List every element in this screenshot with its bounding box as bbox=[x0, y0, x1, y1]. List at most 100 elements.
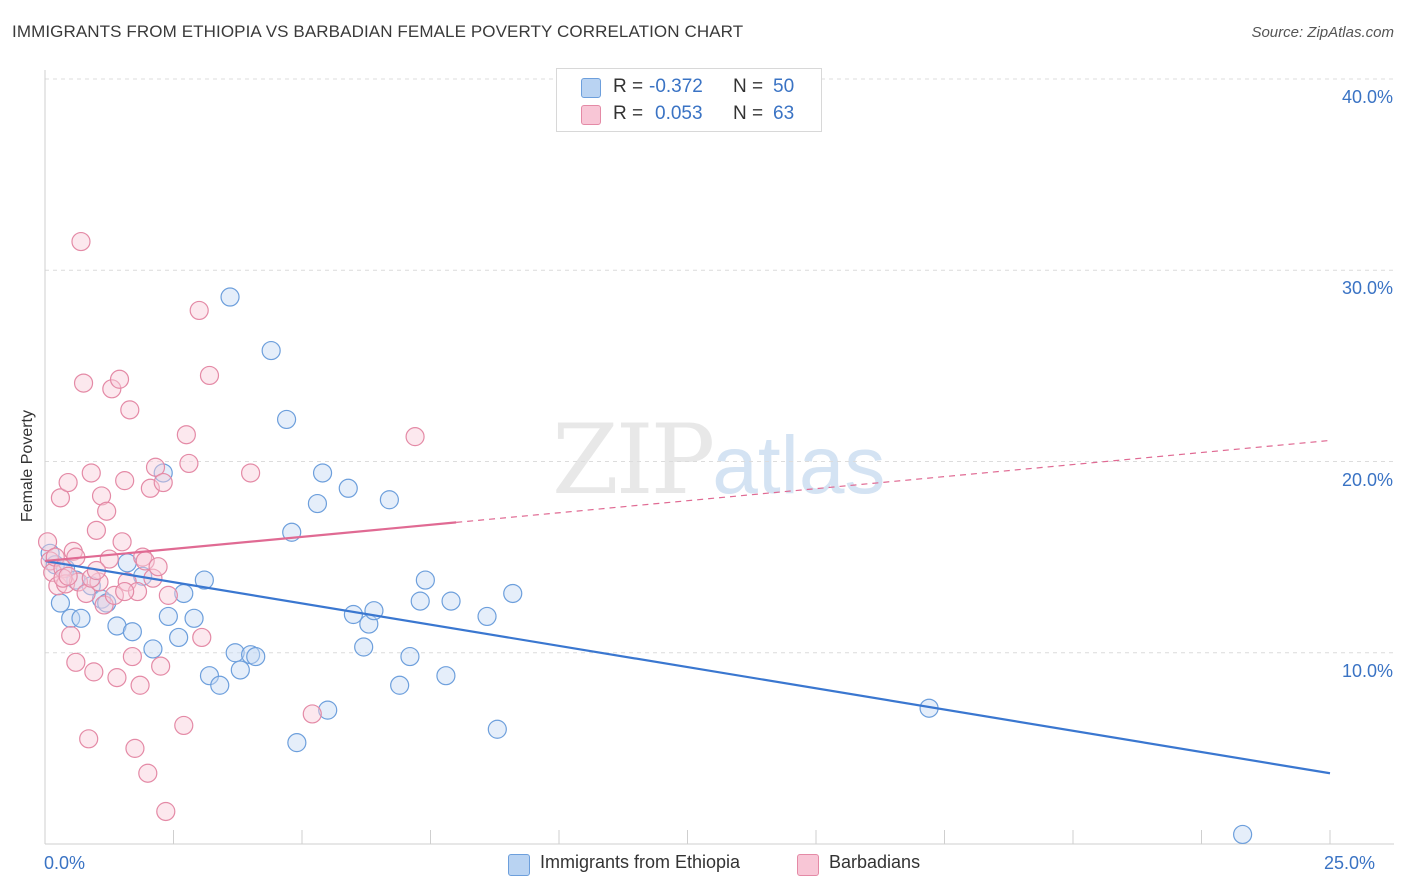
data-point bbox=[104, 585, 124, 605]
data-point bbox=[91, 486, 112, 506]
data-point bbox=[276, 409, 297, 430]
data-point bbox=[115, 581, 135, 602]
data-point bbox=[176, 425, 196, 445]
data-point bbox=[138, 763, 158, 783]
data-point bbox=[415, 570, 435, 590]
data-point bbox=[61, 625, 81, 646]
data-point bbox=[487, 719, 507, 739]
data-point bbox=[109, 369, 130, 389]
data-point bbox=[143, 639, 163, 659]
legend-swatch-ethiopia bbox=[508, 854, 530, 876]
data-point bbox=[122, 622, 142, 642]
data-point bbox=[58, 472, 78, 493]
data-point bbox=[73, 373, 94, 393]
series-ethiopia bbox=[40, 287, 1253, 845]
data-point bbox=[120, 400, 140, 420]
data-point bbox=[125, 738, 145, 758]
legend-n-label: N = bbox=[733, 76, 764, 97]
data-point bbox=[189, 300, 209, 321]
data-point bbox=[405, 427, 425, 447]
gridlines bbox=[45, 78, 1394, 654]
data-point bbox=[194, 570, 214, 590]
legend-label-ethiopia: Immigrants from Ethiopia bbox=[540, 852, 741, 872]
data-point bbox=[68, 572, 89, 592]
data-point bbox=[145, 457, 166, 477]
data-point bbox=[318, 700, 338, 720]
data-point bbox=[102, 379, 122, 399]
data-point bbox=[169, 627, 189, 648]
data-point bbox=[94, 595, 114, 615]
series-layer bbox=[37, 231, 1253, 845]
data-point bbox=[37, 532, 58, 552]
data-point bbox=[241, 463, 261, 483]
data-point bbox=[71, 231, 91, 252]
data-point bbox=[410, 591, 430, 611]
data-point bbox=[115, 471, 135, 491]
data-point bbox=[338, 478, 358, 498]
data-point bbox=[307, 493, 328, 514]
data-point bbox=[112, 532, 132, 552]
data-point bbox=[79, 729, 99, 749]
data-point bbox=[71, 608, 91, 628]
source-label: Source: ZipAtlas.com bbox=[1251, 24, 1394, 41]
data-point bbox=[158, 585, 178, 605]
data-point bbox=[76, 583, 96, 604]
data-point bbox=[156, 801, 176, 822]
correlation-legend: R = -0.372 N = 50 R = 0.053 N = 63 bbox=[556, 68, 822, 132]
data-point bbox=[158, 606, 178, 627]
data-point bbox=[122, 646, 142, 667]
data-point bbox=[477, 606, 497, 627]
legend-r-label: R = bbox=[613, 76, 644, 97]
data-point bbox=[312, 463, 333, 483]
data-point bbox=[354, 637, 374, 657]
data-point bbox=[179, 453, 199, 474]
data-point bbox=[50, 593, 71, 613]
data-point bbox=[230, 660, 250, 680]
x-tick-label-max: 25.0% bbox=[1324, 853, 1376, 873]
data-point bbox=[50, 488, 71, 508]
data-point bbox=[58, 566, 78, 586]
legend-swatch-barbadians bbox=[797, 854, 819, 876]
data-point bbox=[302, 704, 322, 724]
legend-label-barbadians: Barbadians bbox=[829, 852, 921, 872]
data-point bbox=[199, 365, 220, 386]
data-point bbox=[86, 520, 107, 540]
data-point bbox=[61, 608, 81, 628]
data-point bbox=[153, 472, 173, 493]
trend-line-ethiopia bbox=[44, 559, 1331, 775]
legend-n-value: 63 bbox=[773, 103, 795, 124]
y-tick-label: 10.0% bbox=[1341, 660, 1393, 681]
data-point bbox=[441, 591, 461, 611]
y-tick-label: 40.0% bbox=[1341, 87, 1393, 107]
data-point bbox=[81, 463, 101, 483]
data-point bbox=[343, 604, 363, 625]
trend-line-barbadians-projection bbox=[456, 439, 1331, 523]
watermark: ZIPatlas bbox=[552, 404, 885, 516]
data-point bbox=[151, 656, 171, 676]
data-point bbox=[436, 666, 456, 686]
legend-r-label: R = bbox=[613, 103, 644, 124]
data-point bbox=[66, 652, 86, 672]
data-point bbox=[261, 340, 281, 361]
data-point bbox=[84, 662, 104, 682]
legend-swatch-barbadians bbox=[581, 105, 601, 125]
legend-r-value: 0.053 bbox=[655, 103, 703, 124]
watermark-zip: ZIP bbox=[552, 404, 715, 516]
data-point bbox=[503, 583, 523, 604]
y-tick-label: 20.0% bbox=[1341, 469, 1393, 490]
legend-swatch-ethiopia bbox=[581, 78, 601, 98]
data-point bbox=[390, 675, 410, 695]
data-point bbox=[107, 668, 127, 688]
legend-r-value: -0.372 bbox=[649, 76, 703, 97]
data-point bbox=[287, 733, 307, 753]
data-point bbox=[130, 675, 150, 695]
data-point bbox=[1233, 824, 1253, 845]
series-barbadians bbox=[37, 231, 425, 822]
data-point bbox=[174, 715, 194, 736]
data-point bbox=[246, 646, 266, 667]
data-point bbox=[97, 501, 117, 521]
x-tick-label-min: 0.0% bbox=[44, 853, 86, 873]
data-point bbox=[184, 608, 204, 628]
trend-layer bbox=[44, 439, 1331, 775]
data-point bbox=[225, 643, 245, 663]
